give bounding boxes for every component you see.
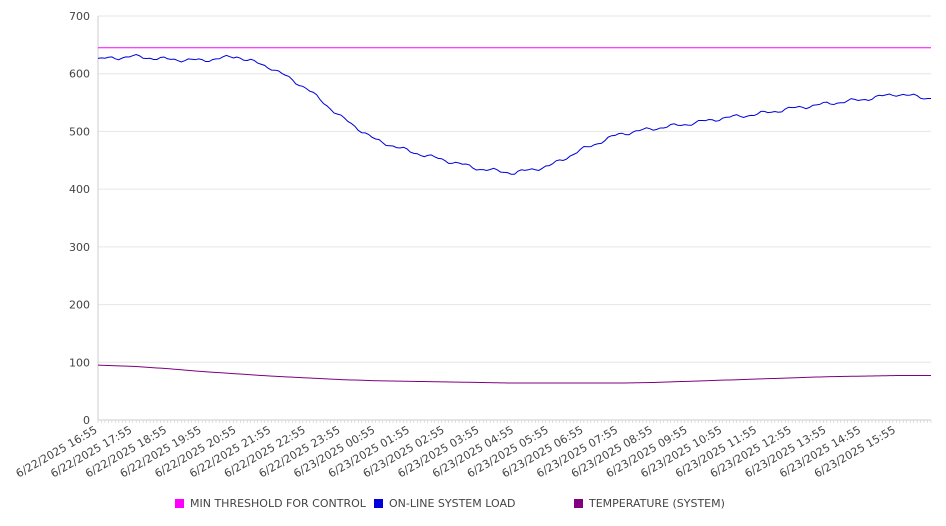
series-line-temperature-system	[97, 364, 931, 384]
legend-swatch-system-load	[374, 499, 383, 508]
legend-item-min-threshold[interactable]: MIN THRESHOLD FOR CONTROL	[175, 497, 366, 510]
y-tick-label: 200	[69, 299, 90, 312]
grid-lines	[98, 15, 931, 421]
y-tick-label: 500	[69, 125, 90, 138]
y-axis: 0 100 200 300 400 500 600 700	[69, 10, 99, 427]
legend-label-temperature: TEMPERATURE (SYSTEM)	[589, 497, 725, 510]
series-line-on-line-system-load	[97, 53, 931, 175]
legend-label-min-threshold: MIN THRESHOLD FOR CONTROL	[190, 497, 366, 510]
y-tick-label: 600	[69, 68, 90, 81]
legend-item-system-load[interactable]: ON-LINE SYSTEM LOAD	[374, 497, 515, 510]
x-axis: 6/22/2025 16:556/22/2025 17:556/22/2025 …	[14, 419, 932, 480]
y-tick-label: 400	[69, 183, 90, 196]
legend-swatch-min-threshold	[175, 499, 184, 508]
y-tick-label: 300	[69, 241, 90, 254]
legend-swatch-temperature	[574, 499, 583, 508]
legend: MIN THRESHOLD FOR CONTROL ON-LINE SYSTEM…	[0, 497, 946, 515]
legend-item-temperature[interactable]: TEMPERATURE (SYSTEM)	[574, 497, 725, 510]
y-tick-label: 100	[69, 356, 90, 369]
y-tick-label: 700	[69, 10, 90, 23]
legend-label-system-load: ON-LINE SYSTEM LOAD	[389, 497, 516, 510]
series-lines	[97, 47, 931, 384]
y-tick-label: 0	[83, 414, 90, 427]
